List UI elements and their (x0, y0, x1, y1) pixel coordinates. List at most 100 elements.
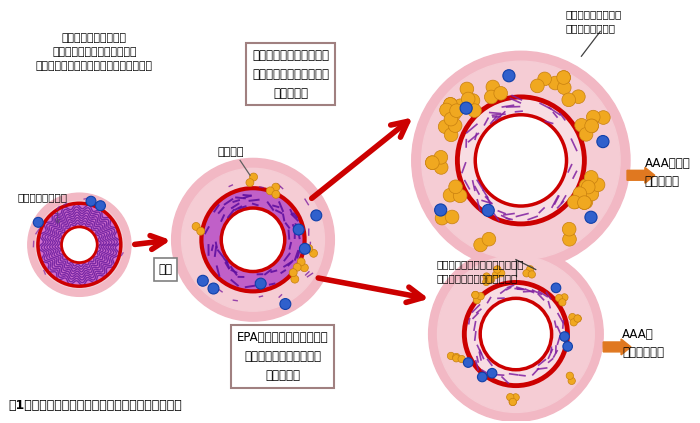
Circle shape (575, 186, 588, 200)
Circle shape (460, 82, 474, 96)
Circle shape (311, 210, 322, 221)
Circle shape (305, 244, 313, 253)
Text: AAAが
破裂しにくい: AAAが 破裂しにくい (622, 328, 664, 360)
Circle shape (445, 210, 459, 224)
Circle shape (571, 90, 585, 104)
Circle shape (197, 275, 209, 286)
Circle shape (568, 195, 581, 209)
Circle shape (538, 72, 552, 86)
Circle shape (483, 273, 490, 280)
Circle shape (551, 283, 561, 293)
Circle shape (86, 196, 96, 206)
Circle shape (562, 222, 576, 236)
Text: 脈肪細胞: 脈肪細胞 (218, 148, 244, 157)
Circle shape (569, 195, 582, 209)
Circle shape (579, 179, 593, 192)
Circle shape (444, 128, 458, 142)
Circle shape (449, 104, 463, 118)
Circle shape (457, 97, 584, 224)
Circle shape (421, 61, 620, 260)
Circle shape (574, 315, 581, 322)
Circle shape (578, 196, 592, 209)
Circle shape (435, 211, 449, 225)
Circle shape (428, 247, 603, 421)
Circle shape (563, 342, 573, 351)
Text: トリオレイン投与と比較すると
脈肪細胞は小さく数も少ない: トリオレイン投与と比較すると 脈肪細胞は小さく数も少ない (437, 260, 524, 283)
Circle shape (575, 118, 589, 132)
Circle shape (460, 102, 473, 114)
Text: トリオレインを投与し、
脈肪細胞が成長しやすい
条件にする: トリオレインを投与し、 脈肪細胞が成長しやすい 条件にする (252, 49, 329, 99)
Text: 脈肪細胞が肥大化し
脈肪細胞数も増加: 脈肪細胞が肥大化し 脈肪細胞数も増加 (566, 10, 622, 33)
Circle shape (62, 227, 97, 263)
Circle shape (509, 398, 517, 406)
Circle shape (480, 298, 552, 370)
Circle shape (556, 71, 570, 84)
Circle shape (221, 208, 285, 272)
Circle shape (202, 188, 304, 291)
Circle shape (526, 266, 534, 273)
Circle shape (468, 104, 482, 118)
Circle shape (587, 110, 600, 124)
Circle shape (181, 168, 324, 311)
FancyArrow shape (603, 339, 631, 355)
Circle shape (443, 188, 457, 202)
Circle shape (291, 275, 299, 283)
Text: 図1　血管壁に異常出現する脈肪細胞と破裂の関係: 図1 血管壁に異常出現する脈肪細胞と破裂の関係 (8, 399, 182, 412)
Circle shape (475, 115, 566, 206)
Circle shape (208, 283, 219, 294)
Circle shape (461, 92, 475, 106)
Circle shape (266, 187, 274, 195)
Circle shape (487, 368, 497, 378)
Circle shape (293, 224, 304, 235)
Circle shape (434, 151, 448, 164)
Circle shape (38, 203, 121, 286)
Circle shape (482, 232, 496, 246)
Circle shape (584, 170, 598, 184)
Text: AAA破裂が
促進される: AAA破裂が 促進される (645, 157, 691, 188)
Circle shape (458, 355, 466, 363)
Circle shape (494, 266, 501, 273)
Circle shape (448, 119, 462, 132)
Circle shape (592, 178, 605, 192)
Circle shape (36, 201, 123, 288)
Circle shape (438, 120, 452, 134)
Text: 栄養血管の閉塞により
血管壁に循環不全が生じると
血管壁に脈肪細胞が異常出現しはじめる: 栄養血管の閉塞により 血管壁に循環不全が生じると 血管壁に脈肪細胞が異常出現しは… (36, 33, 153, 71)
Circle shape (444, 112, 458, 126)
Circle shape (585, 187, 598, 201)
Circle shape (584, 119, 598, 133)
Circle shape (555, 294, 563, 302)
Circle shape (289, 269, 298, 277)
Circle shape (472, 291, 479, 299)
Circle shape (574, 315, 581, 322)
Circle shape (300, 243, 310, 254)
Circle shape (523, 269, 530, 277)
Circle shape (557, 81, 571, 94)
Circle shape (568, 377, 575, 385)
Circle shape (472, 291, 479, 299)
Circle shape (280, 299, 290, 310)
Circle shape (494, 266, 501, 273)
Circle shape (447, 352, 454, 360)
Circle shape (487, 276, 495, 283)
Circle shape (298, 258, 305, 266)
Circle shape (596, 111, 610, 124)
Text: 閉塞した栄養血管: 閉塞した栄養血管 (18, 192, 68, 202)
Circle shape (492, 271, 500, 278)
Circle shape (584, 119, 598, 133)
Circle shape (512, 394, 519, 401)
Circle shape (449, 180, 463, 194)
Circle shape (438, 255, 594, 412)
Circle shape (573, 187, 587, 201)
Circle shape (435, 161, 448, 174)
Circle shape (412, 51, 630, 269)
Circle shape (464, 283, 568, 386)
FancyArrow shape (627, 168, 655, 183)
Circle shape (560, 332, 569, 341)
Circle shape (568, 313, 576, 321)
Circle shape (477, 372, 487, 382)
Circle shape (509, 398, 517, 406)
Circle shape (192, 222, 200, 231)
Circle shape (486, 80, 500, 94)
Circle shape (453, 354, 460, 362)
Circle shape (548, 76, 562, 90)
